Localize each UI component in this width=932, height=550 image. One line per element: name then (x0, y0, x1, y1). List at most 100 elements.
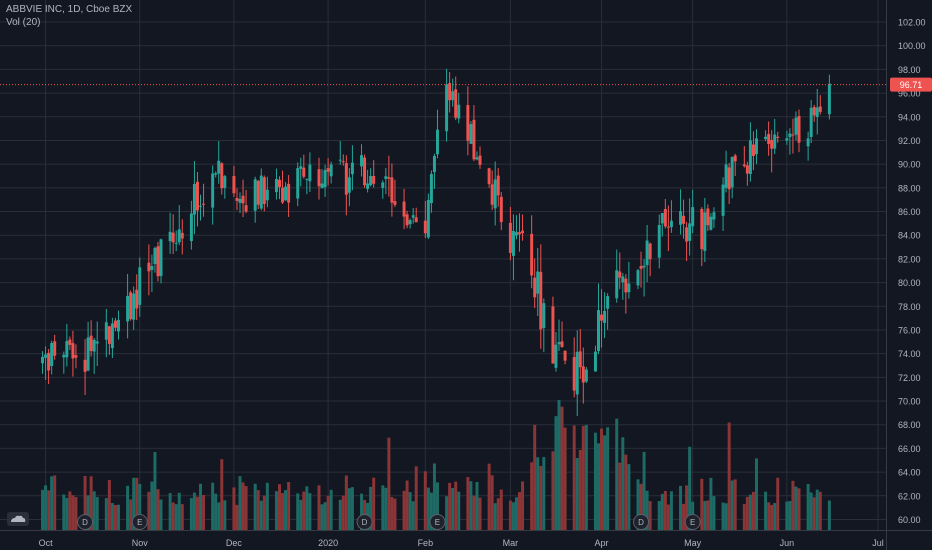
candle-body (682, 215, 686, 224)
y-tick-label: 86.00 (898, 207, 921, 217)
candle-body (642, 265, 646, 268)
candle-body (709, 216, 713, 230)
x-tick-label: Jun (780, 538, 795, 548)
y-tick-label: 82.00 (898, 254, 921, 264)
earnings-marker[interactable] (429, 514, 446, 530)
candle-body (593, 351, 597, 372)
volume-bar (262, 495, 266, 530)
candle-body (320, 183, 324, 189)
volume-bar (241, 482, 245, 530)
candle-body (727, 167, 731, 190)
candle-body (432, 155, 436, 173)
candle-body (220, 163, 224, 189)
y-tick-label: 100.00 (898, 41, 926, 51)
earnings-marker[interactable] (131, 514, 148, 530)
volume-bar (274, 491, 278, 530)
y-tick-label: 94.00 (898, 112, 921, 122)
volume-bar (475, 481, 479, 530)
volume-bar (217, 502, 221, 530)
volume-bar (767, 502, 771, 530)
candle-body (50, 342, 54, 367)
volume-bar (688, 446, 692, 530)
cloud-logo-icon[interactable] (7, 512, 29, 526)
candle-body (797, 116, 801, 143)
candle-body (235, 197, 239, 201)
dividend-marker[interactable] (356, 514, 373, 530)
volume-bar (302, 491, 306, 530)
volume-bar (344, 475, 348, 530)
candle-body (189, 213, 193, 242)
event-marker-label: D (638, 518, 644, 527)
candle-body (551, 306, 555, 364)
volume-bar (724, 503, 728, 530)
candle-body (350, 162, 354, 175)
volume-bar (751, 491, 755, 530)
volume-bar (818, 491, 822, 530)
candle-body (806, 138, 810, 147)
volume-bar (721, 502, 725, 530)
candle-body (597, 310, 600, 352)
candle-body (132, 293, 136, 320)
volume-bar (788, 501, 792, 530)
volume-bar (742, 504, 746, 530)
candle-body (621, 276, 625, 283)
candle-body (791, 134, 795, 136)
candle-body (135, 289, 139, 309)
candle-body (138, 267, 142, 305)
candle-body (472, 119, 476, 160)
candle-body (366, 183, 370, 189)
volume-bar (256, 490, 260, 530)
candle-body (363, 157, 367, 186)
candle-body (284, 186, 288, 201)
volume-bar (508, 500, 512, 530)
volume-bar (110, 503, 114, 530)
y-tick-label: 92.00 (898, 136, 921, 146)
y-tick-label: 74.00 (898, 349, 921, 359)
volume-bar (411, 501, 415, 530)
volume-bar (147, 491, 151, 530)
candle-body (174, 242, 178, 244)
candle-body (232, 175, 236, 194)
x-tick-label: Nov (132, 538, 149, 548)
volume-bar (827, 500, 831, 530)
volume-bar (405, 480, 409, 530)
volume-bar (606, 427, 610, 530)
earnings-marker[interactable] (684, 514, 701, 530)
volume-bar (41, 489, 45, 530)
volume-bar (518, 492, 521, 530)
candle-body (493, 179, 497, 209)
y-tick-label: 72.00 (898, 373, 921, 383)
dividend-marker[interactable] (633, 514, 650, 530)
candle-body (730, 157, 734, 188)
volume-bar (341, 495, 345, 530)
volume-bar (733, 479, 737, 530)
dividend-marker[interactable] (77, 514, 94, 530)
candle-body (426, 199, 430, 238)
volume-bar (180, 504, 184, 530)
volume-bar (514, 497, 518, 530)
candle-body (794, 117, 798, 135)
candle-body (764, 136, 768, 140)
candle-body (457, 104, 461, 119)
y-tick-label: 98.00 (898, 65, 921, 75)
volume-bar (448, 482, 452, 530)
candle-body (600, 314, 604, 321)
candle-body (393, 201, 397, 205)
volume-bar (284, 490, 288, 530)
volume-bar (296, 493, 300, 530)
volume-bar (597, 443, 600, 530)
volume-bar (648, 501, 652, 530)
candle-body (299, 166, 303, 169)
volume-bar (703, 500, 707, 530)
candle-body (62, 354, 66, 358)
x-tick-label: Oct (39, 538, 54, 548)
y-tick-label: 70.00 (898, 397, 921, 407)
volume-bar (499, 489, 503, 530)
volume-bar (669, 491, 673, 530)
candle-body (818, 106, 822, 112)
candle-body (508, 222, 512, 253)
candle-body (41, 356, 45, 364)
candle-body (639, 266, 643, 269)
volume-bar (426, 487, 430, 530)
